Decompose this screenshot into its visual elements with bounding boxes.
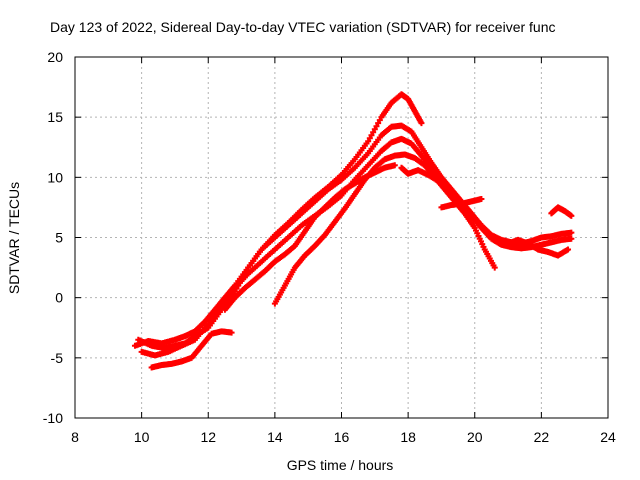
y-tick-label: 5 [55,230,63,246]
data-point [368,132,375,139]
y-tick-label: 0 [55,290,63,306]
data-point [435,177,442,184]
data-point [568,235,575,242]
series-track-h [438,195,485,211]
series-track-g [398,164,442,184]
data-point [370,129,377,136]
data-point [568,212,575,219]
series-track-a [131,91,425,349]
data-point [365,138,372,145]
x-tick-label: 20 [467,429,483,445]
series-track-e [271,151,498,307]
x-tick-label: 8 [71,429,79,445]
data-point [418,120,425,127]
data-point [391,162,398,169]
y-tick-label: -10 [43,410,63,426]
series-track-d [148,328,235,371]
y-tick-label: 10 [47,169,63,185]
series-track-j [548,204,575,219]
data-point [366,135,373,142]
data-point [478,195,485,202]
x-tick-label: 18 [400,429,416,445]
y-tick-label: 20 [47,49,63,65]
y-tick-label: -5 [51,350,64,366]
grid-lines [75,57,608,418]
x-tick-label: 10 [134,429,150,445]
data-point [376,117,383,124]
data-point [491,264,498,271]
series-track-i [505,236,572,259]
x-tick-label: 12 [200,429,216,445]
x-tick-label: 14 [267,429,283,445]
series-track-f [221,162,398,313]
y-axis-label: SDTVAR / TECUs [6,182,22,294]
data-marks [131,91,575,371]
data-point [371,126,378,133]
y-tick-label: 15 [47,109,63,125]
x-tick-label: 24 [600,429,616,445]
x-tick-label: 22 [534,429,550,445]
data-point [375,120,382,127]
x-axis-label: GPS time / hours [287,457,394,473]
x-tick-label: 16 [334,429,350,445]
data-point [565,246,572,253]
data-point [373,123,380,130]
data-point [568,229,575,236]
axis-ticks: 8 10 12 14 16 18 20 22 24 -10 -5 0 5 10 15 20 [43,49,616,445]
chart-title: Day 123 of 2022, Sidereal Day-to-day VTE… [50,19,556,35]
data-point [228,329,235,336]
